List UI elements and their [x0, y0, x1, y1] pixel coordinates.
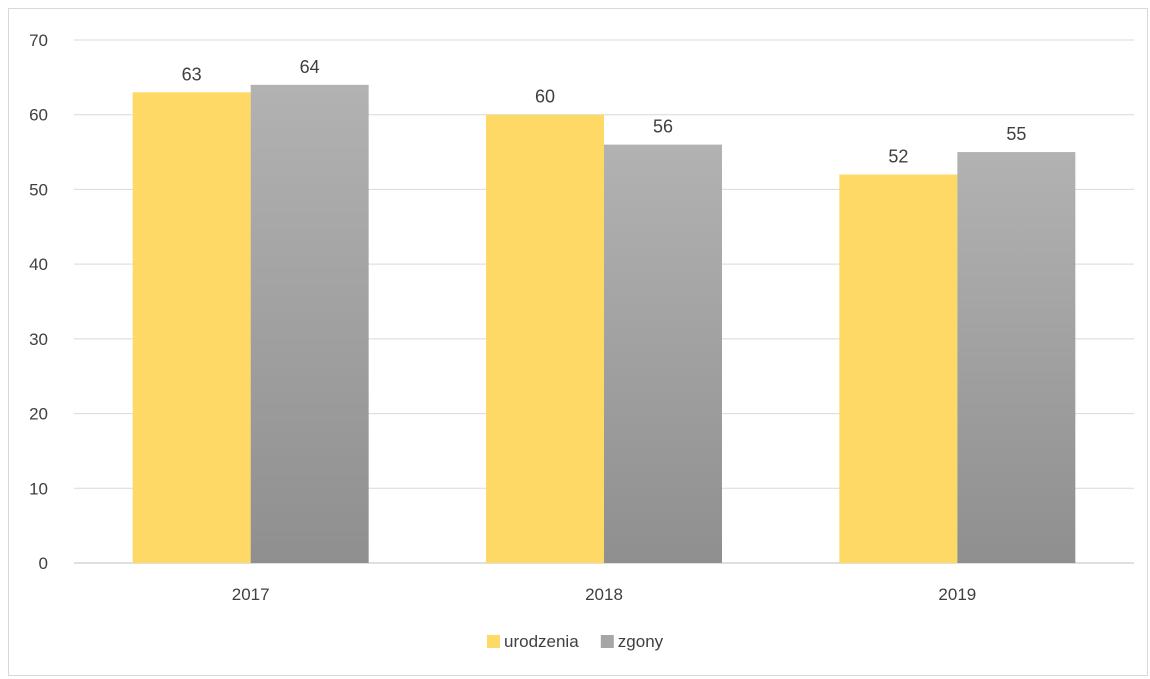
bar-zgony-2017: [250, 84, 369, 563]
data-labels: 63 64 60 56 52 55: [182, 57, 1027, 167]
y-tick-label: 70: [29, 31, 48, 50]
bar-urodzenia-2019: [839, 174, 958, 563]
y-tick-label: 10: [29, 479, 48, 498]
x-tick-label: 2017: [232, 585, 270, 604]
legend-label-zgony: zgony: [618, 632, 664, 651]
y-tick-label: 40: [29, 255, 48, 274]
y-tick-label: 0: [39, 554, 48, 573]
y-tick-label: 50: [29, 180, 48, 199]
legend-swatch-urodzenia: [487, 635, 500, 648]
bar-zgony-2018: [604, 144, 722, 563]
data-label: 55: [1006, 124, 1026, 144]
y-tick-label: 20: [29, 405, 48, 424]
data-label: 60: [535, 87, 555, 107]
legend-swatch-zgony: [600, 635, 614, 648]
bar-urodzenia-2018: [486, 114, 604, 563]
x-tick-label: 2019: [938, 585, 976, 604]
y-axis-ticks: 0 10 20 30 40 50 60 70: [29, 31, 48, 573]
x-tick-label: 2018: [585, 585, 623, 604]
legend: urodzenia zgony: [487, 632, 664, 651]
legend-label-urodzenia: urodzenia: [504, 632, 579, 651]
data-label: 64: [300, 57, 320, 77]
bar-urodzenia-2017: [132, 92, 251, 564]
y-tick-label: 30: [29, 330, 48, 349]
data-label: 63: [182, 64, 202, 84]
y-tick-label: 60: [29, 106, 48, 125]
data-label: 56: [653, 117, 673, 137]
bars: [132, 84, 1076, 564]
data-label: 52: [888, 146, 908, 166]
x-axis-ticks: 2017 2018 2019: [232, 585, 976, 604]
bar-zgony-2019: [957, 152, 1076, 564]
